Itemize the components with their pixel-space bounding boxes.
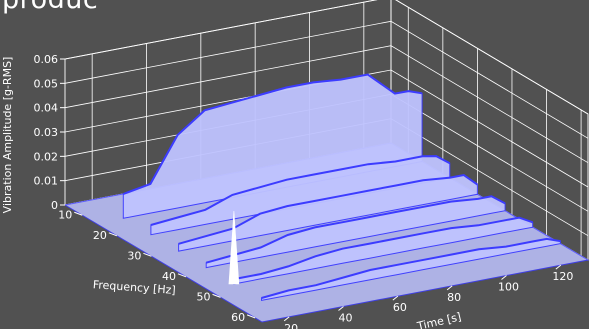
y-tick-label: 40	[162, 270, 176, 283]
x-tick	[338, 306, 344, 311]
z-tick-label: 0.05	[34, 77, 59, 90]
y-tick	[108, 232, 118, 237]
y-tick	[177, 273, 187, 278]
x-tick	[555, 264, 562, 270]
x-tick-label: 40	[339, 312, 353, 325]
ridge-crest	[205, 195, 506, 264]
surface	[122, 73, 561, 302]
z-gridline	[64, 69, 589, 188]
x-tick-label: 60	[393, 301, 407, 314]
y-tick	[212, 293, 221, 298]
z-tick-label: 0.03	[34, 126, 59, 139]
ridge-crest	[261, 237, 561, 299]
x-tick	[392, 295, 399, 301]
page-title: produc	[2, 0, 98, 15]
z-tick-label: 0.01	[34, 175, 59, 188]
z-gridline	[64, 45, 589, 164]
x-tick-label: 20	[284, 322, 298, 329]
ridge-crest	[233, 216, 534, 281]
z-tick-label: 0.02	[34, 150, 59, 163]
y-tick-label: 20	[93, 229, 107, 242]
ridge-crest	[122, 73, 423, 195]
axis-ticks: 0 0.01 0.02 0.03 0.04 0.05 0.06 10 20 30 40 50 60 20 4…	[34, 53, 574, 329]
y-tick-label: 60	[231, 311, 245, 324]
z-tick-label: 0	[51, 199, 58, 212]
y-tick	[74, 211, 83, 216]
x-tick	[446, 285, 453, 291]
y-tick-label: 10	[58, 208, 72, 221]
y-tick	[143, 252, 152, 257]
y-tick-label: 50	[197, 290, 211, 303]
x-tick-label: 80	[447, 291, 461, 304]
y-axis-label: Frequency [Hz]	[92, 278, 176, 297]
x-tick	[283, 316, 290, 322]
z-gridline	[64, 20, 589, 139]
y-tick	[246, 314, 256, 319]
z-gridline	[64, 0, 589, 115]
ridge-crest	[150, 155, 451, 226]
x-tick	[501, 275, 507, 280]
y-tick-label: 30	[127, 249, 141, 262]
spike	[228, 210, 240, 285]
x-tick-label: 120	[552, 270, 573, 283]
z-axis-label: Vibration Amplitude [g-RMS]	[1, 57, 14, 214]
x-axis-label: Time [s]	[415, 310, 462, 329]
x-tick-label: 100	[498, 281, 519, 294]
z-tick-label: 0.06	[34, 53, 59, 66]
z-tick-label: 0.04	[34, 102, 59, 115]
